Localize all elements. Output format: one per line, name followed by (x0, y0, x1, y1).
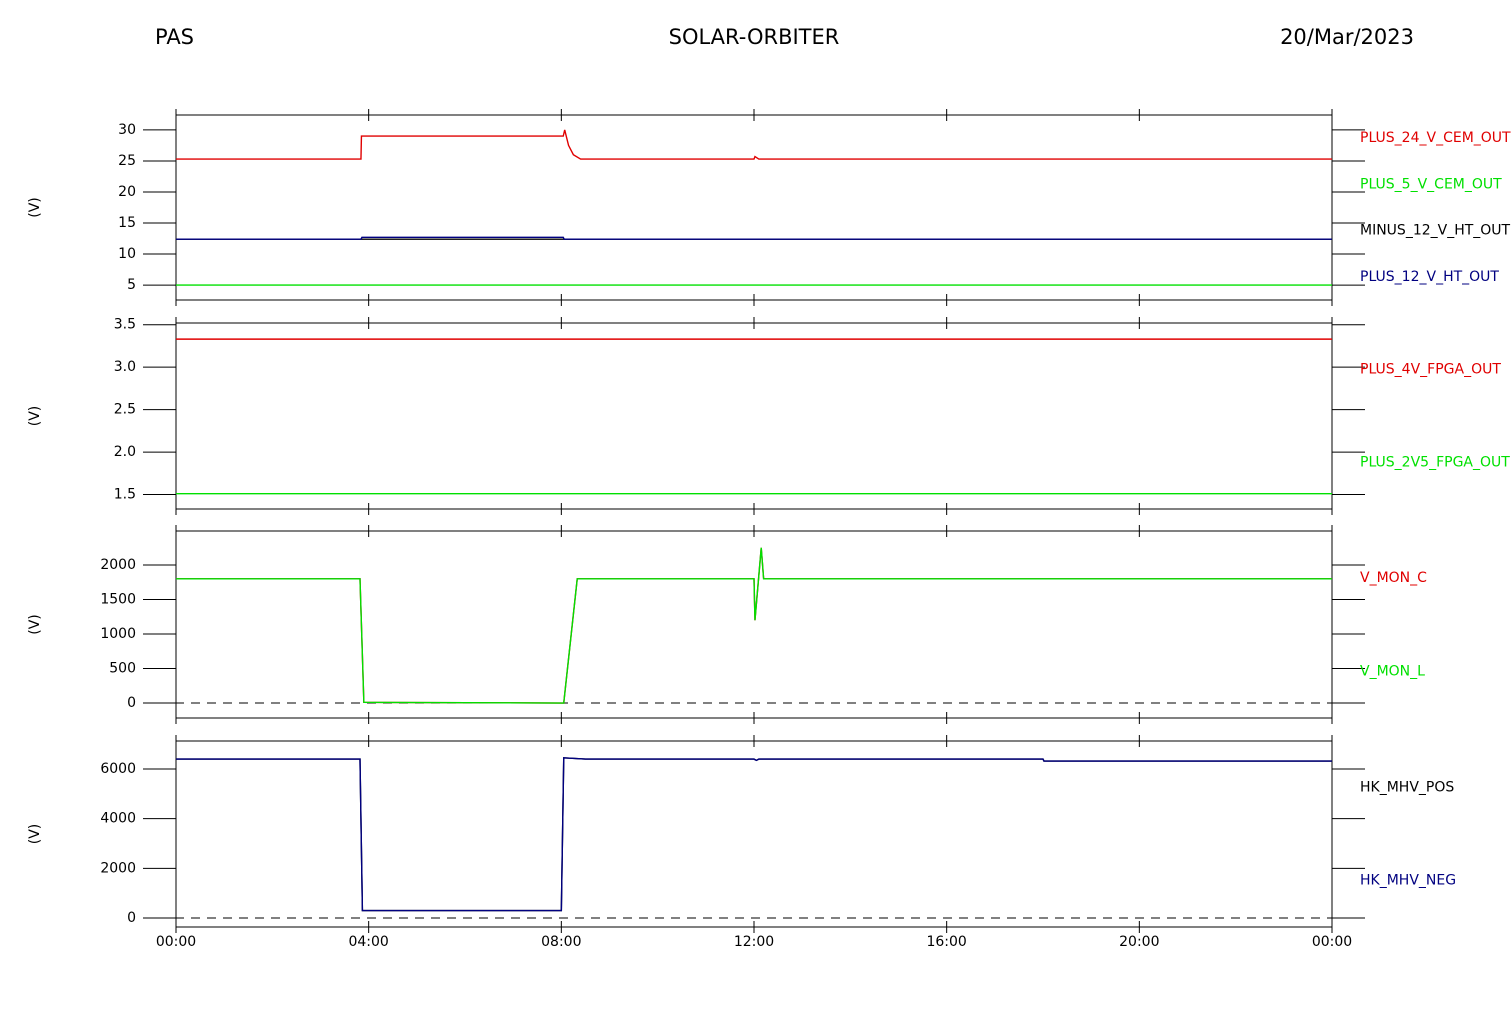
y-tick-label: 15 (118, 215, 136, 231)
header-left: PAS (155, 25, 194, 49)
x-tick-label: 00:00 (156, 934, 196, 950)
y-tick-label: 25 (118, 153, 136, 169)
y-tick-label: 4000 (100, 811, 136, 827)
series-line (176, 547, 1332, 704)
legend-label: V_MON_L (1360, 663, 1425, 679)
y-tick-label: 2.5 (114, 402, 136, 418)
series-line (176, 757, 1332, 912)
legend-label: PLUS_5_V_CEM_OUT (1360, 176, 1502, 192)
panel-frame (175, 322, 1333, 510)
header-date: 20/Mar/2023 (1280, 25, 1414, 49)
legend-label: PLUS_12_V_HT_OUT (1360, 269, 1499, 285)
legend-label: PLUS_24_V_CEM_OUT (1360, 130, 1511, 146)
y-tick-label: 500 (109, 661, 136, 677)
series-line (176, 129, 1332, 160)
y-tick-label: 0 (127, 695, 136, 711)
y-axis-label: (V) (27, 197, 43, 218)
y-tick-label: 1000 (100, 626, 136, 642)
legend-label: PLUS_4V_FPGA_OUT (1360, 362, 1501, 378)
y-tick-label: 2000 (100, 860, 136, 876)
y-tick-label: 1.5 (114, 487, 136, 503)
series-line (176, 236, 1332, 240)
legend-label: HK_MHV_POS (1360, 780, 1454, 796)
y-tick-label: 2000 (100, 557, 136, 573)
y-axis-label: (V) (27, 614, 43, 635)
y-tick-label: 1500 (100, 592, 136, 608)
header-title: SOLAR-ORBITER (669, 25, 840, 49)
y-tick-label: 3.5 (114, 317, 136, 333)
y-axis-label: (V) (27, 406, 43, 427)
legend-label: V_MON_C (1360, 570, 1427, 586)
y-tick-label: 0 (127, 910, 136, 926)
y-tick-label: 30 (118, 122, 136, 138)
legend-label: HK_MHV_NEG (1360, 873, 1456, 889)
series-line (176, 757, 1332, 912)
x-tick-label: 16:00 (926, 934, 966, 950)
x-tick-label: 08:00 (541, 934, 581, 950)
y-axis-label: (V) (27, 824, 43, 845)
y-tick-label: 20 (118, 184, 136, 200)
y-tick-label: 2.0 (114, 444, 136, 460)
y-tick-label: 10 (118, 246, 136, 262)
panel-frame (175, 530, 1333, 719)
x-tick-label: 00:00 (1312, 934, 1352, 950)
series-line (176, 547, 1332, 704)
panel-frame (175, 114, 1333, 301)
y-tick-label: 6000 (100, 761, 136, 777)
legend-label: PLUS_2V5_FPGA_OUT (1360, 455, 1510, 471)
y-tick-label: 3.0 (114, 359, 136, 375)
x-tick-label: 12:00 (734, 934, 774, 950)
panel-frame (175, 740, 1333, 928)
y-tick-label: 5 (127, 277, 136, 293)
x-tick-label: 04:00 (348, 934, 388, 950)
x-tick-label: 20:00 (1119, 934, 1159, 950)
legend-label: MINUS_12_V_HT_OUT (1360, 223, 1511, 239)
